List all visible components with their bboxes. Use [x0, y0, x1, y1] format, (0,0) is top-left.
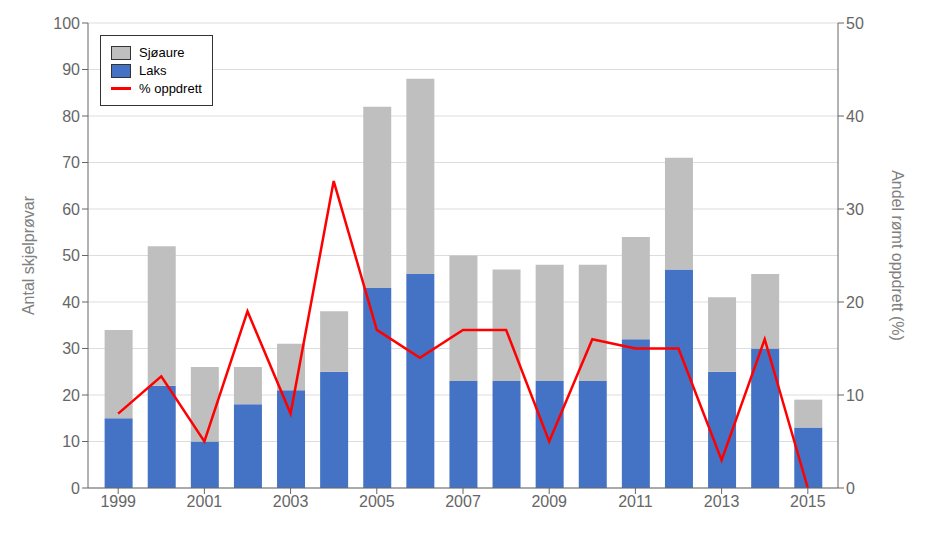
svg-text:10: 10: [62, 433, 80, 450]
svg-text:50: 50: [846, 15, 864, 32]
svg-text:2013: 2013: [704, 493, 740, 510]
svg-text:2015: 2015: [790, 493, 826, 510]
svg-text:2005: 2005: [359, 493, 395, 510]
svg-text:20: 20: [62, 387, 80, 404]
svg-text:30: 30: [62, 340, 80, 357]
svg-text:40: 40: [846, 108, 864, 125]
svg-text:1999: 1999: [100, 493, 136, 510]
svg-text:40: 40: [62, 294, 80, 311]
html-text:Laks: Laks: [139, 63, 167, 78]
svg-text:30: 30: [846, 201, 864, 218]
svg-text:60: 60: [62, 201, 80, 218]
svg-text:100: 100: [53, 15, 80, 32]
svg-text:2007: 2007: [445, 493, 481, 510]
svg-text:2001: 2001: [187, 493, 223, 510]
svg-text:90: 90: [62, 61, 80, 78]
svg-text:50: 50: [62, 247, 80, 264]
svg-text:2003: 2003: [273, 493, 309, 510]
svg-text:0: 0: [846, 480, 855, 497]
svg-text:20: 20: [846, 294, 864, 311]
svg-text:10: 10: [846, 387, 864, 404]
svg-text:70: 70: [62, 154, 80, 171]
svg-text:2009: 2009: [531, 493, 567, 510]
svg-text:Andel rømt oppdrett (%): Andel rømt oppdrett (%): [889, 170, 906, 341]
html-text:Sjøaure: Sjøaure: [139, 45, 185, 60]
svg-text:Antal skjelprøvar: Antal skjelprøvar: [20, 195, 37, 315]
svg-text:2011: 2011: [618, 493, 653, 510]
svg-text:0: 0: [71, 480, 80, 497]
svg-text:80: 80: [62, 108, 80, 125]
html-text:% oppdrett: % oppdrett: [139, 81, 202, 96]
